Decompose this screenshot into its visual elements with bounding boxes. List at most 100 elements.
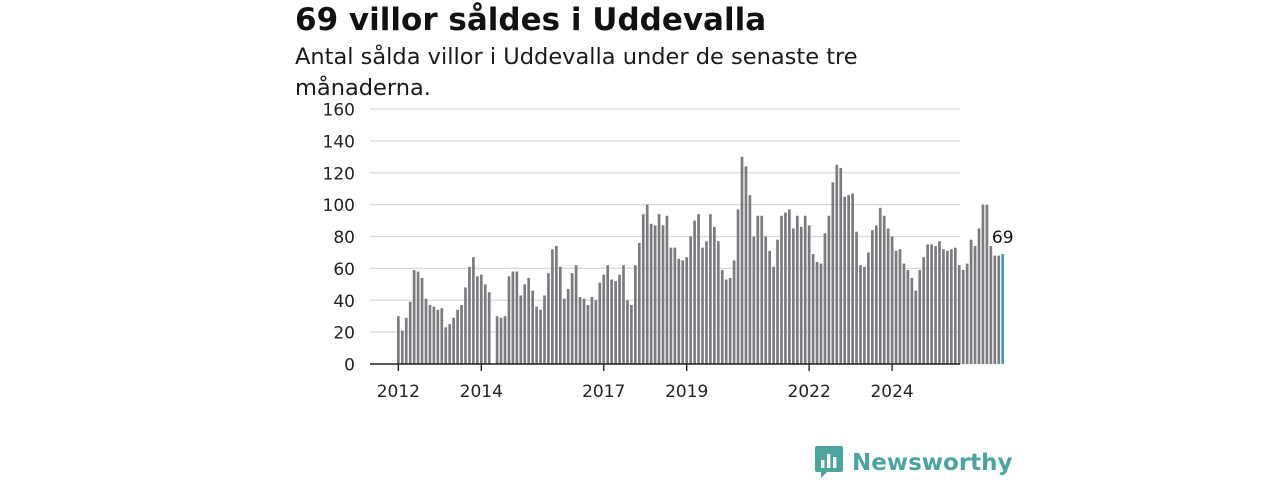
bar	[424, 298, 428, 364]
bar	[507, 276, 511, 364]
brand-name: Newsworthy	[852, 449, 1013, 476]
bar	[922, 257, 926, 364]
bar	[697, 214, 700, 364]
bar	[535, 306, 538, 365]
y-tick-label: 20	[333, 324, 355, 344]
bar	[867, 252, 870, 364]
bar	[993, 255, 997, 365]
bar	[736, 209, 740, 364]
bar	[408, 301, 412, 364]
bar	[562, 298, 566, 364]
bar	[444, 327, 448, 364]
bar	[799, 226, 803, 364]
bar	[823, 233, 827, 364]
bar	[989, 246, 993, 364]
y-tick-label: 0	[344, 356, 355, 376]
bar	[665, 215, 669, 364]
bar	[906, 269, 910, 364]
bar	[831, 182, 835, 364]
bar	[511, 271, 515, 364]
bar	[1001, 254, 1005, 364]
bar	[882, 215, 886, 364]
bar	[400, 330, 404, 364]
bar	[705, 241, 708, 364]
bar	[724, 279, 728, 364]
brand-logo: Newsworthy	[815, 446, 1013, 479]
bar	[871, 230, 874, 365]
bar	[527, 277, 531, 364]
bar	[732, 260, 736, 364]
bar	[890, 236, 894, 364]
bar	[476, 276, 479, 364]
bar	[997, 255, 1001, 365]
y-tick-label: 80	[333, 228, 355, 248]
bar	[416, 271, 420, 364]
bar	[965, 263, 969, 364]
bar	[768, 250, 771, 364]
bar	[630, 305, 633, 364]
bar	[637, 242, 641, 365]
bar	[780, 215, 783, 364]
bar	[614, 281, 617, 365]
bar	[641, 214, 645, 364]
bar	[776, 239, 779, 364]
bar	[957, 265, 961, 364]
y-tick-label: 160	[323, 101, 355, 121]
y-tick-label: 120	[323, 164, 355, 184]
bar	[792, 228, 795, 364]
bar	[606, 265, 610, 364]
bar	[839, 167, 843, 364]
bar	[634, 265, 637, 364]
bar	[428, 305, 432, 364]
bar	[472, 257, 475, 364]
bar	[464, 287, 467, 364]
bar	[701, 247, 704, 364]
bar	[586, 305, 590, 364]
y-tick-label: 140	[323, 132, 355, 152]
bar	[574, 265, 578, 364]
bar	[760, 215, 764, 364]
bar	[503, 316, 507, 364]
bar	[930, 244, 933, 364]
bar	[645, 204, 649, 365]
bar	[685, 257, 689, 364]
bar	[515, 271, 519, 364]
newsworthy-logo-icon	[815, 446, 843, 478]
x-tick-label: 2017	[582, 382, 625, 402]
bar	[886, 228, 890, 364]
bar	[448, 324, 452, 364]
bar	[626, 300, 629, 364]
bar	[420, 277, 424, 364]
bar	[847, 195, 850, 364]
bar	[566, 289, 570, 364]
bar	[981, 204, 985, 365]
bar	[807, 225, 811, 364]
bar	[590, 297, 594, 364]
bar	[784, 212, 787, 364]
bar	[874, 225, 878, 364]
bar	[397, 316, 400, 364]
bar	[669, 247, 673, 364]
bar	[709, 214, 712, 364]
bar	[859, 265, 862, 364]
bar	[618, 274, 621, 364]
bar	[855, 231, 858, 364]
bar	[728, 277, 732, 364]
bar	[657, 214, 661, 364]
bar	[835, 164, 839, 364]
bar	[772, 266, 775, 364]
bar	[570, 273, 574, 364]
bar	[713, 226, 716, 364]
bar	[610, 279, 613, 364]
bar	[938, 241, 941, 364]
bar	[523, 284, 527, 364]
bar	[851, 193, 854, 364]
bar	[483, 284, 487, 364]
bar	[452, 317, 455, 364]
bar	[819, 263, 823, 364]
y-tick-label: 100	[323, 196, 355, 216]
bar	[815, 262, 819, 364]
bar	[764, 236, 768, 364]
bar	[495, 316, 499, 364]
